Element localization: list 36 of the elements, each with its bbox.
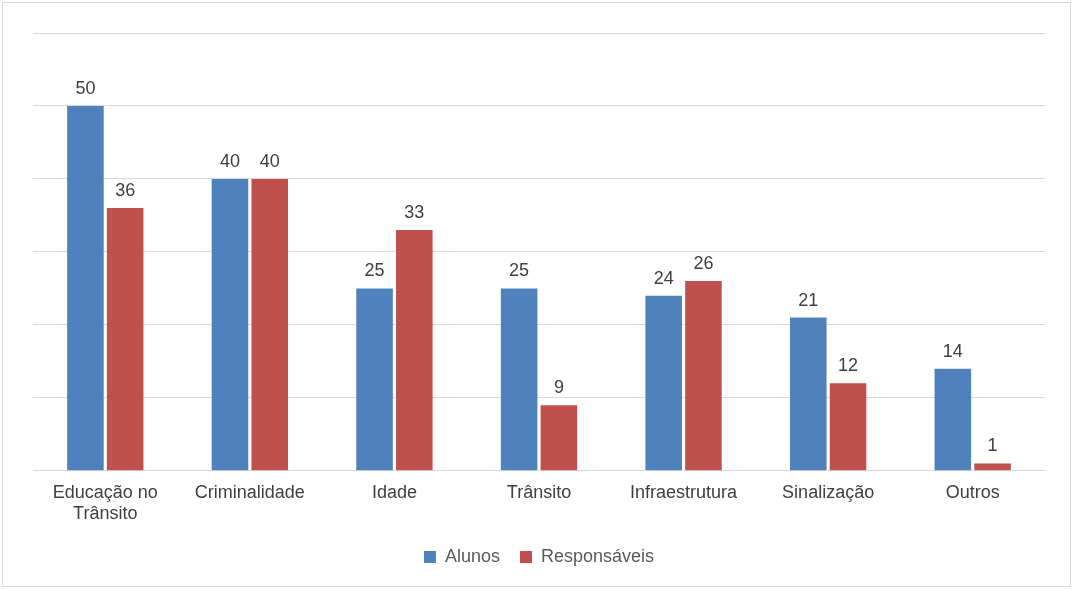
- bar: [934, 368, 972, 471]
- legend-label: Alunos: [444, 545, 500, 566]
- data-label: 14: [942, 340, 963, 361]
- bar: [251, 178, 289, 471]
- data-label: 12: [838, 355, 859, 376]
- data-label: 40: [259, 150, 280, 171]
- data-label: 40: [219, 150, 240, 171]
- bar: [829, 383, 867, 471]
- bar: [106, 208, 144, 471]
- x-tick-label: Trânsito: [506, 481, 572, 502]
- data-label: 36: [115, 180, 136, 201]
- bar: [356, 288, 393, 471]
- data-label: 50: [75, 77, 96, 98]
- legend-label: Responsáveis: [540, 545, 655, 566]
- bar: [211, 178, 249, 471]
- bar: [540, 405, 578, 471]
- data-label: 25: [509, 260, 530, 281]
- bar: [67, 105, 104, 471]
- bar: [396, 230, 433, 471]
- data-label: 9: [553, 377, 564, 398]
- bar: [685, 281, 722, 471]
- data-label: 26: [693, 253, 714, 274]
- x-tick-label: Outros: [945, 481, 1000, 502]
- x-tick-label: Idade: [371, 481, 417, 502]
- data-label: 24: [653, 267, 674, 288]
- bar: [789, 317, 827, 471]
- data-label: 33: [404, 201, 425, 222]
- bar: [645, 295, 682, 471]
- data-label: 1: [987, 435, 998, 456]
- x-tick-label: Sinalização: [782, 481, 875, 502]
- x-tick-label: Infraestrutura: [630, 481, 739, 502]
- bar: [500, 288, 538, 471]
- data-label: 21: [798, 289, 819, 310]
- data-label: 25: [364, 260, 385, 281]
- x-tick-label: Criminalidade: [194, 481, 305, 502]
- x-tick-label: Educação no Trânsito: [52, 481, 158, 524]
